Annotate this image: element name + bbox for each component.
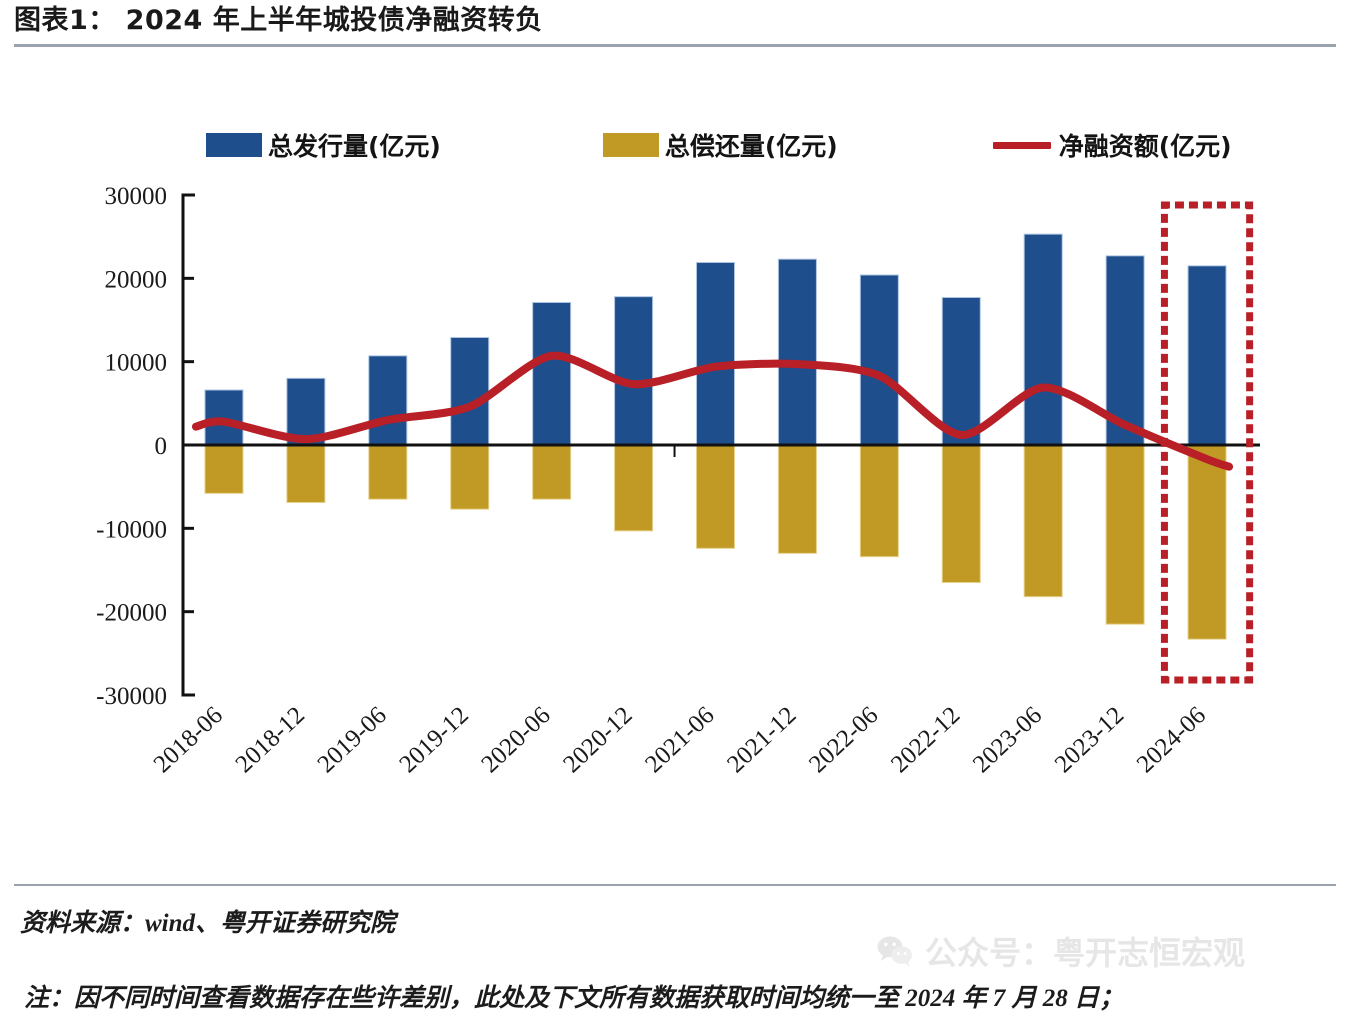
bar-repayment: [1105, 444, 1145, 625]
wechat-icon: [877, 936, 913, 967]
footer-divider: [14, 884, 1336, 886]
bar-repayment: [1187, 444, 1227, 640]
bar-repayment: [859, 444, 899, 558]
bar-issuance: [777, 258, 817, 446]
chart-svg: -30000 -20000 -10000 0 10000 20000 30000 2018-0…: [96, 183, 1260, 779]
bar-repayment: [777, 444, 817, 554]
legend-item-repayment[interactable]: 总偿还量(亿元): [602, 127, 838, 163]
x-axis-category-label: 2021-06: [640, 702, 719, 779]
bar-repayment: [286, 444, 326, 503]
bar-repayment: [450, 444, 490, 510]
data-note: 注：因不同时间查看数据存在些许差别，此处及下文所有数据获取时间均统一至 2024…: [24, 985, 1125, 1012]
legend-label-repayment: 总偿还量(亿元): [664, 132, 838, 161]
x-axis-category-label: 2018-06: [149, 702, 228, 779]
legend-item-issuance[interactable]: 总发行量(亿元): [206, 127, 441, 163]
x-axis-category-label: 2023-06: [968, 702, 1047, 779]
x-axis-category-label: 2021-12: [722, 702, 801, 779]
legend-label-issuance: 总发行量(亿元): [268, 132, 441, 161]
x-axis-category-label: 2020-12: [558, 702, 637, 779]
y-axis-label: 10000: [105, 350, 168, 377]
y-axis-label: 0: [155, 433, 168, 460]
figure-title-bar: 图表1： 2024 年上半年城投债净融资转负: [0, 0, 1350, 48]
x-axis-category-label: 2023-12: [1050, 702, 1129, 779]
legend-item-net-financing[interactable]: 净融资额(亿元): [992, 127, 1232, 163]
bar-issuance: [614, 296, 654, 446]
x-axis-category-label: 2022-06: [804, 702, 883, 779]
bar-issuance: [1105, 255, 1145, 446]
x-axis-category-label: 2019-06: [313, 702, 392, 779]
line-net-financing: [191, 351, 1234, 471]
bar-repayment: [1023, 444, 1063, 598]
watermark-text: 公众号：粤开志恒宏观: [925, 934, 1246, 972]
bar-issuance: [450, 337, 490, 446]
bar-issuance: [859, 274, 899, 446]
x-axis-category-label: 2020-06: [476, 702, 555, 779]
bar-repayment: [532, 444, 572, 500]
y-axis-label: 20000: [105, 266, 168, 293]
source-note: 资料来源：wind、粤开证券研究院: [20, 910, 396, 937]
legend-line-red: [992, 141, 1051, 149]
x-axis-category-label: 2019-12: [394, 702, 473, 779]
bar-repayment: [696, 444, 735, 549]
chart-legend: 总发行量(亿元) 总偿还量(亿元) 净融资额(亿元): [190, 122, 1232, 168]
bar-issuance: [941, 297, 981, 446]
bar-repayment: [614, 444, 654, 532]
y-axis-label: 30000: [105, 183, 168, 210]
x-axis-category-label: 2024-06: [1132, 702, 1211, 779]
chart-canvas: -30000 -20000 -10000 0 10000 20000 30000 2018-0…: [96, 183, 1260, 779]
bar-repayment: [368, 444, 408, 500]
bar-issuance: [532, 302, 572, 446]
page-title: 图表1： 2024 年上半年城投债净融资转负: [14, 5, 543, 36]
bar-repayment: [204, 444, 244, 494]
bar-issuance: [696, 262, 735, 446]
bar-repayment: [941, 444, 981, 583]
legend-swatch-gold: [602, 133, 659, 157]
bar-issuance: [204, 389, 244, 446]
title-divider: [14, 44, 1336, 47]
x-axis-category-label: 2022-12: [886, 702, 965, 779]
x-axis-category-label: 2018-12: [231, 702, 310, 779]
y-axis-label: -30000: [96, 683, 167, 710]
legend-label-net-financing: 净融资额(亿元): [1058, 132, 1232, 161]
watermark: 公众号：粤开志恒宏观: [875, 928, 1245, 974]
y-axis-label: -10000: [96, 516, 167, 543]
highlight-box-2024-06: [1160, 201, 1254, 684]
bar-issuance: [368, 355, 408, 446]
y-axis-label: -20000: [96, 600, 167, 627]
bar-issuance: [1187, 265, 1227, 446]
legend-swatch-blue: [206, 133, 262, 157]
bar-issuance: [1023, 233, 1063, 446]
